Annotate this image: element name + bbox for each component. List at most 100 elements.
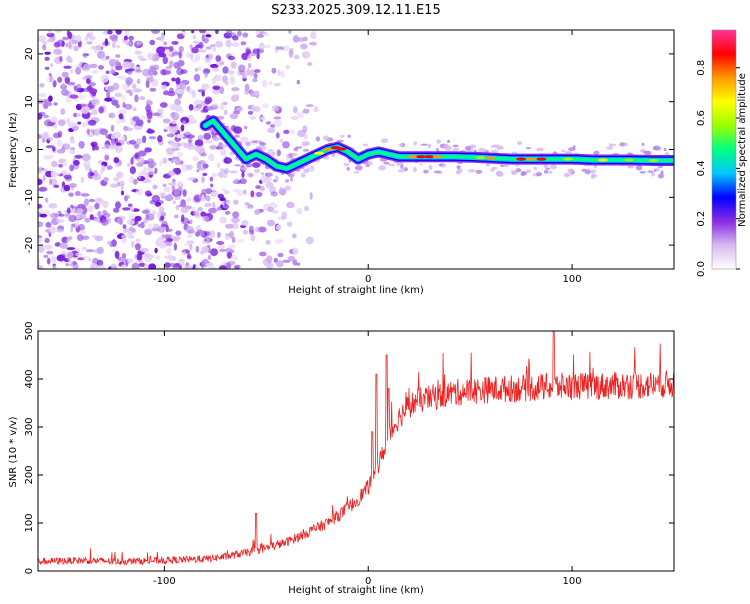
heatmap-noise-cell <box>115 54 121 58</box>
heatmap-noise-cell <box>175 204 180 211</box>
heatmap-noise-cell <box>162 56 169 65</box>
heatmap-noise-cell <box>162 118 171 124</box>
heatmap-noise-cell <box>135 238 141 243</box>
heatmap-halo-cell <box>478 147 486 153</box>
heatmap-ridge-hotspot <box>648 158 659 163</box>
heatmap-noise-cell <box>52 265 57 269</box>
heatmap-halo-cell <box>456 168 463 174</box>
heatmap-noise-cell <box>170 142 178 149</box>
heatmap-noise-cell <box>205 236 211 244</box>
colorbar-frame <box>711 29 737 270</box>
heatmap-noise-cell <box>255 30 261 35</box>
heatmap-noise-cell <box>209 230 215 239</box>
heatmap-noise-cell <box>86 85 93 92</box>
heatmap-noise-cell <box>204 98 212 105</box>
heatmap-noise-cell <box>134 215 142 222</box>
heatmap-noise-cell <box>41 137 46 143</box>
heatmap-noise-cell <box>178 51 182 59</box>
heatmap-halo-cell <box>660 170 664 175</box>
heatmap-noise-cell <box>218 265 227 269</box>
heatmap-noise-cell <box>200 229 204 238</box>
colorbar-gradient <box>712 30 736 269</box>
heatmap-noise-cell <box>67 41 74 50</box>
heatmap-noise-cell <box>94 235 104 242</box>
heatmap-noise-cell <box>52 132 61 139</box>
heatmap-halo-cell <box>339 134 345 138</box>
heatmap-noise-cell <box>162 157 168 164</box>
heatmap-noise-cell <box>219 61 225 65</box>
heatmap-ridge-hotspot <box>485 156 496 160</box>
heatmap-noise-cell <box>110 124 115 132</box>
heatmap-noise-cell <box>152 210 156 216</box>
heatmap-noise-cell <box>68 120 75 129</box>
heatmap-noise-cell <box>56 139 62 147</box>
heatmap-noise-cell <box>81 235 90 240</box>
heatmap-noise-cell <box>73 112 78 118</box>
heatmap-noise-cell <box>205 46 212 50</box>
heatmap-halo-cell <box>565 151 573 154</box>
heatmap-noise-cell <box>38 221 44 228</box>
heatmap-noise-cell <box>63 119 70 123</box>
heatmap-noise-cell <box>67 81 76 86</box>
snr-plot-area <box>38 331 674 571</box>
colorbar: 0.0 0.2 0.4 0.6 0.8 Normalized spectral ampl… <box>696 29 748 277</box>
heatmap-noise-cell <box>229 75 235 82</box>
heatmap-halo-cell <box>650 172 656 177</box>
heatmap-noise-cell <box>165 241 173 247</box>
heatmap-noise-cell <box>124 194 131 200</box>
heatmap-noise-cell <box>195 231 201 237</box>
heatmap-noise-cell <box>309 192 313 200</box>
heatmap-halo-cell <box>485 162 490 167</box>
heatmap-noise-cell <box>294 54 300 60</box>
heatmap-noise-cell <box>108 58 117 67</box>
heatmap-noise-cell <box>72 261 77 266</box>
snr-y-axis-label: SNR (10 * v/v) <box>8 416 19 487</box>
heatmap-noise-cell <box>44 66 50 70</box>
heatmap-noise-cell <box>65 263 70 267</box>
heatmap-noise-cell <box>289 48 294 54</box>
heatmap-noise-cell <box>217 193 224 199</box>
heatmap-noise-cell <box>154 201 162 207</box>
heatmap-noise-cell <box>128 206 135 212</box>
heatmap-noise-cell <box>202 215 210 222</box>
spectrogram-y-tick-label: 20 <box>24 48 35 61</box>
heatmap-halo-cell <box>549 164 557 170</box>
snr-x-tick-label: 0 <box>365 576 371 587</box>
heatmap-noise-cell <box>116 171 124 179</box>
heatmap-halo-cell <box>520 171 526 177</box>
heatmap-noise-cell <box>227 244 236 249</box>
heatmap-noise-cell <box>145 100 153 106</box>
heatmap-halo-cell <box>475 169 483 174</box>
heatmap-halo-cell <box>491 166 498 170</box>
heatmap-noise-cell <box>131 240 135 248</box>
heatmap-noise-cell <box>124 103 133 110</box>
heatmap-noise-cell <box>49 74 53 83</box>
heatmap-noise-cell <box>136 252 143 261</box>
heatmap-noise-cell <box>139 58 147 61</box>
heatmap-noise-cell <box>47 136 54 142</box>
heatmap-noise-cell <box>149 39 156 46</box>
heatmap-halo-cell <box>464 146 472 151</box>
heatmap-noise-cell <box>165 228 173 232</box>
heatmap-noise-cell <box>48 154 54 159</box>
heatmap-noise-cell <box>245 141 251 147</box>
heatmap-noise-cell <box>126 258 134 264</box>
spectrogram-y-tick-label: 0 <box>24 146 35 152</box>
heatmap-noise-cell <box>196 169 200 173</box>
heatmap-noise-cell <box>300 43 308 50</box>
heatmap-noise-cell <box>232 211 240 219</box>
heatmap-halo-cell <box>593 150 600 155</box>
spectrogram-x-axis-label: Height of straight line (km) <box>288 285 424 296</box>
heatmap-halo-cell <box>536 147 544 152</box>
heatmap-halo-cell <box>536 171 542 177</box>
heatmap-noise-cell <box>54 242 61 247</box>
heatmap-noise-cell <box>192 206 196 212</box>
heatmap-noise-cell <box>286 201 295 209</box>
heatmap-noise-cell <box>203 37 209 44</box>
heatmap-halo-cell <box>433 170 441 174</box>
heatmap-halo-cell <box>543 163 549 169</box>
heatmap-noise-cell <box>130 121 137 126</box>
heatmap-halo-cell <box>525 147 532 150</box>
heatmap-halo-cell <box>234 134 240 138</box>
heatmap-noise-cell <box>282 141 290 149</box>
